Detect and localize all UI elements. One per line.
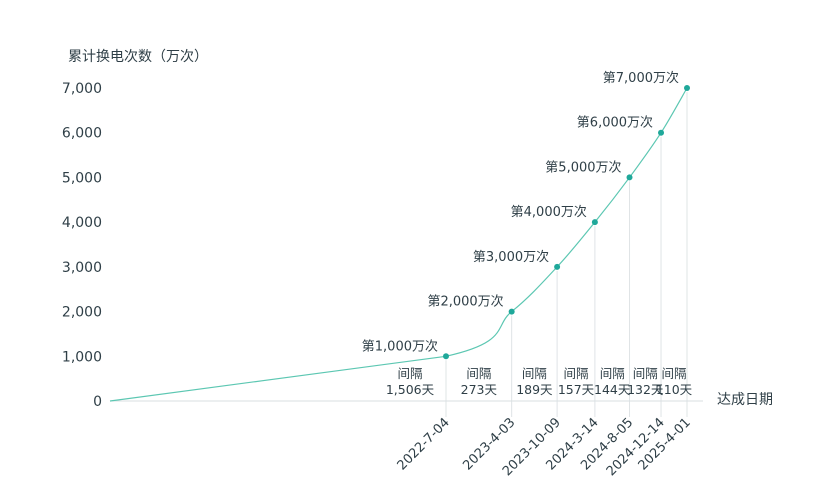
interval-days: 273天	[461, 382, 498, 397]
point-label: 第7,000万次	[603, 70, 679, 86]
interval-label: 间隔	[522, 366, 547, 381]
interval-days: 189天	[516, 382, 553, 397]
interval-label: 间隔	[633, 366, 658, 381]
data-point	[591, 219, 598, 226]
y-tick-label: 2,000	[62, 305, 102, 321]
y-tick-label: 4,000	[62, 215, 102, 231]
data-point	[443, 353, 449, 360]
series-line	[109, 87, 688, 402]
x-tick-label: 2022-7-04	[395, 415, 453, 473]
data-point	[626, 174, 633, 181]
data-point	[554, 263, 561, 270]
y-tick-label: 3,000	[62, 260, 102, 276]
interval-label: 间隔	[662, 366, 687, 381]
data-point	[658, 129, 665, 136]
point-label: 第1,000万次	[362, 338, 438, 354]
interval-days: 144天	[594, 382, 631, 397]
interval-days: 1,506天	[386, 382, 435, 397]
interval-label: 间隔	[466, 366, 491, 381]
interval-label: 间隔	[563, 366, 588, 381]
y-axis-title: 累计换电次数（万次）	[68, 48, 208, 65]
y-tick-label: 6,000	[62, 126, 102, 142]
point-label: 第2,000万次	[427, 294, 503, 310]
data-point	[684, 85, 690, 91]
y-tick-label: 1,000	[62, 349, 102, 365]
interval-days: 157天	[558, 382, 595, 397]
data-point	[508, 308, 515, 315]
point-label: 第4,000万次	[511, 204, 587, 220]
interval-label: 间隔	[397, 366, 422, 381]
y-tick-label: 7,000	[62, 81, 102, 97]
point-label: 第5,000万次	[545, 159, 621, 175]
point-label: 第6,000万次	[577, 115, 653, 131]
x-axis-title: 达成日期	[717, 392, 773, 408]
y-tick-label: 0	[93, 394, 102, 410]
interval-label: 间隔	[600, 366, 625, 381]
interval-days: 132天	[627, 382, 664, 397]
point-label: 第3,000万次	[473, 249, 549, 265]
interval-days: 110天	[656, 382, 693, 397]
y-tick-label: 5,000	[62, 170, 102, 186]
